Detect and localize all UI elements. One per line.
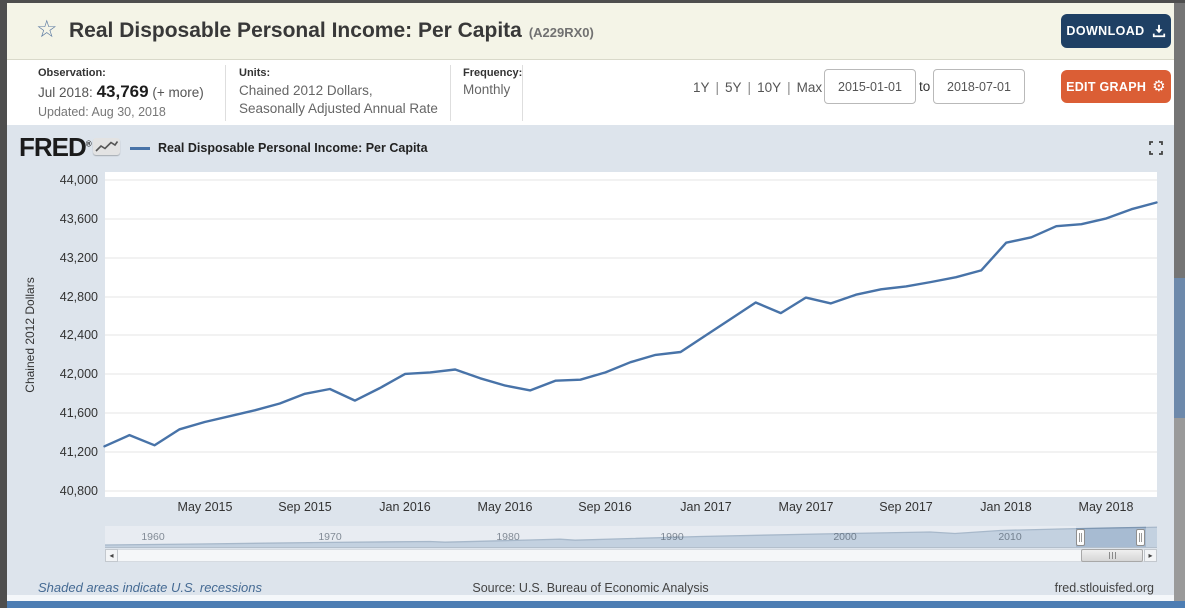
download-icon [1152,24,1165,38]
x-tick-label: May 2017 [778,500,834,514]
download-button[interactable]: DOWNLOAD [1061,14,1171,48]
bottom-bar [7,601,1185,608]
range-separator: | [787,80,791,95]
range-10y[interactable]: 10Y [757,80,782,95]
legend-label: Real Disposable Personal Income: Per Cap… [158,141,428,155]
range-max[interactable]: Max [796,80,823,95]
y-tick-label: 42,000 [59,367,98,381]
observation-column: Observation: Jul 2018: 43,769 (+ more) U… [38,67,223,119]
series-title-text: Real Disposable Personal Income: Per Cap… [69,19,522,42]
chart-footer: Shaded areas indicate U.S. recessions So… [7,570,1174,595]
page-header: ☆ Real Disposable Personal Income: Per C… [7,3,1174,60]
minimap-year-label: 1970 [318,531,342,543]
minimap-year-label: 1960 [141,531,165,543]
date-to-input[interactable] [933,69,1025,104]
units-line-1: Chained 2012 Dollars, [239,83,373,98]
minimap-year-label: 2010 [998,531,1022,543]
observation-label: Observation: [38,67,106,79]
x-tick-label: Jan 2018 [980,500,1032,514]
h-scrollbar-left-arrow-button[interactable]: ◂ [105,549,118,562]
edit-graph-button[interactable]: EDIT GRAPH ⚙ [1061,70,1171,103]
frequency-label: Frequency: [463,67,523,79]
y-tick-label: 42,800 [59,290,98,304]
x-tick-label: Jan 2016 [379,500,431,514]
y-tick-label: 41,200 [59,445,98,459]
x-tick-label: Sep 2017 [879,500,933,514]
minimap-handle-right[interactable] [1136,529,1145,546]
divider [225,65,226,121]
edit-graph-label: EDIT GRAPH [1066,79,1147,94]
series-id-badge: (A229RX0) [528,25,594,40]
observation-updated: Updated: Aug 30, 2018 [38,105,166,119]
range-5y[interactable]: 5Y [725,80,742,95]
x-tick-label: Jan 2017 [680,500,732,514]
date-range-to-label: to [919,79,931,94]
divider [450,65,451,121]
observation-period: Jul 2018: [38,85,93,100]
y-tick-label: 43,600 [59,212,98,226]
window-border-left [0,0,7,608]
date-from-input[interactable] [824,69,916,104]
y-tick-label: 41,600 [59,406,98,420]
favorite-star-icon[interactable]: ☆ [36,16,58,43]
legend-line-sample [130,147,150,150]
x-tick-label: May 2018 [1078,500,1134,514]
frequency-value: Monthly [463,82,511,97]
units-line-2: Seasonally Adjusted Annual Rate [239,101,438,117]
observation-value: 43,769 [96,82,149,101]
minimap-handle-left[interactable] [1076,529,1085,546]
h-scrollbar-right-arrow-button[interactable]: ▸ [1144,549,1157,562]
range-selector: 1Y | 5Y | 10Y | Max [693,80,822,95]
gear-icon: ⚙ [1152,77,1166,95]
y-tick-label: 42,400 [59,328,98,342]
download-button-label: DOWNLOAD [1066,24,1145,38]
prefooter-strip [7,595,1174,601]
range-separator: | [747,80,752,95]
h-scrollbar-track[interactable] [105,549,1157,562]
v-scrollbar-thumb[interactable] [1174,278,1185,418]
observation-line: Jul 2018: 43,769 (+ more) [38,82,223,102]
fullscreen-icon[interactable] [1148,140,1164,156]
fred-logo-chart-icon [93,138,120,155]
minimap-year-label: 1990 [660,531,684,543]
v-scrollbar[interactable] [1174,3,1185,601]
h-scrollbar-thumb[interactable] [1081,549,1143,562]
units-label: Units: [239,67,271,79]
fred-logo[interactable]: FRED® [19,132,92,163]
x-tick-label: May 2016 [477,500,533,514]
recessions-note-link[interactable]: Shaded areas indicate U.S. recessions [38,580,263,595]
fred-logo-reg: ® [85,139,92,149]
meta-bar: Observation: Jul 2018: 43,769 (+ more) U… [7,60,1174,125]
source-text: Source: U.S. Bureau of Economic Analysis [472,581,709,595]
frequency-column: Frequency: Monthly [463,67,523,97]
x-tick-label: May 2015 [177,500,233,514]
v-scrollbar-track-top [1174,3,1185,278]
site-text: fred.stlouisfed.org [1054,581,1154,595]
y-tick-label: 43,200 [59,251,98,265]
y-tick-label: 40,800 [59,484,98,498]
x-tick-label: Sep 2016 [578,500,632,514]
range-separator: | [715,80,720,95]
fred-logo-text: FRED [19,132,87,162]
divider [522,65,523,121]
minimap-year-label: 2000 [833,531,857,543]
y-tick-label: 44,000 [59,173,98,187]
window-border-top [0,0,1185,3]
minimap-year-label: 1980 [496,531,520,543]
page-title: Real Disposable Personal Income: Per Cap… [69,19,594,43]
x-tick-label: Sep 2015 [278,500,332,514]
range-1y[interactable]: 1Y [693,80,710,95]
plot-area[interactable] [105,172,1157,497]
units-column: Units: Chained 2012 Dollars, Seasonally … [239,67,451,118]
observation-more-link[interactable]: (+ more) [152,85,204,100]
